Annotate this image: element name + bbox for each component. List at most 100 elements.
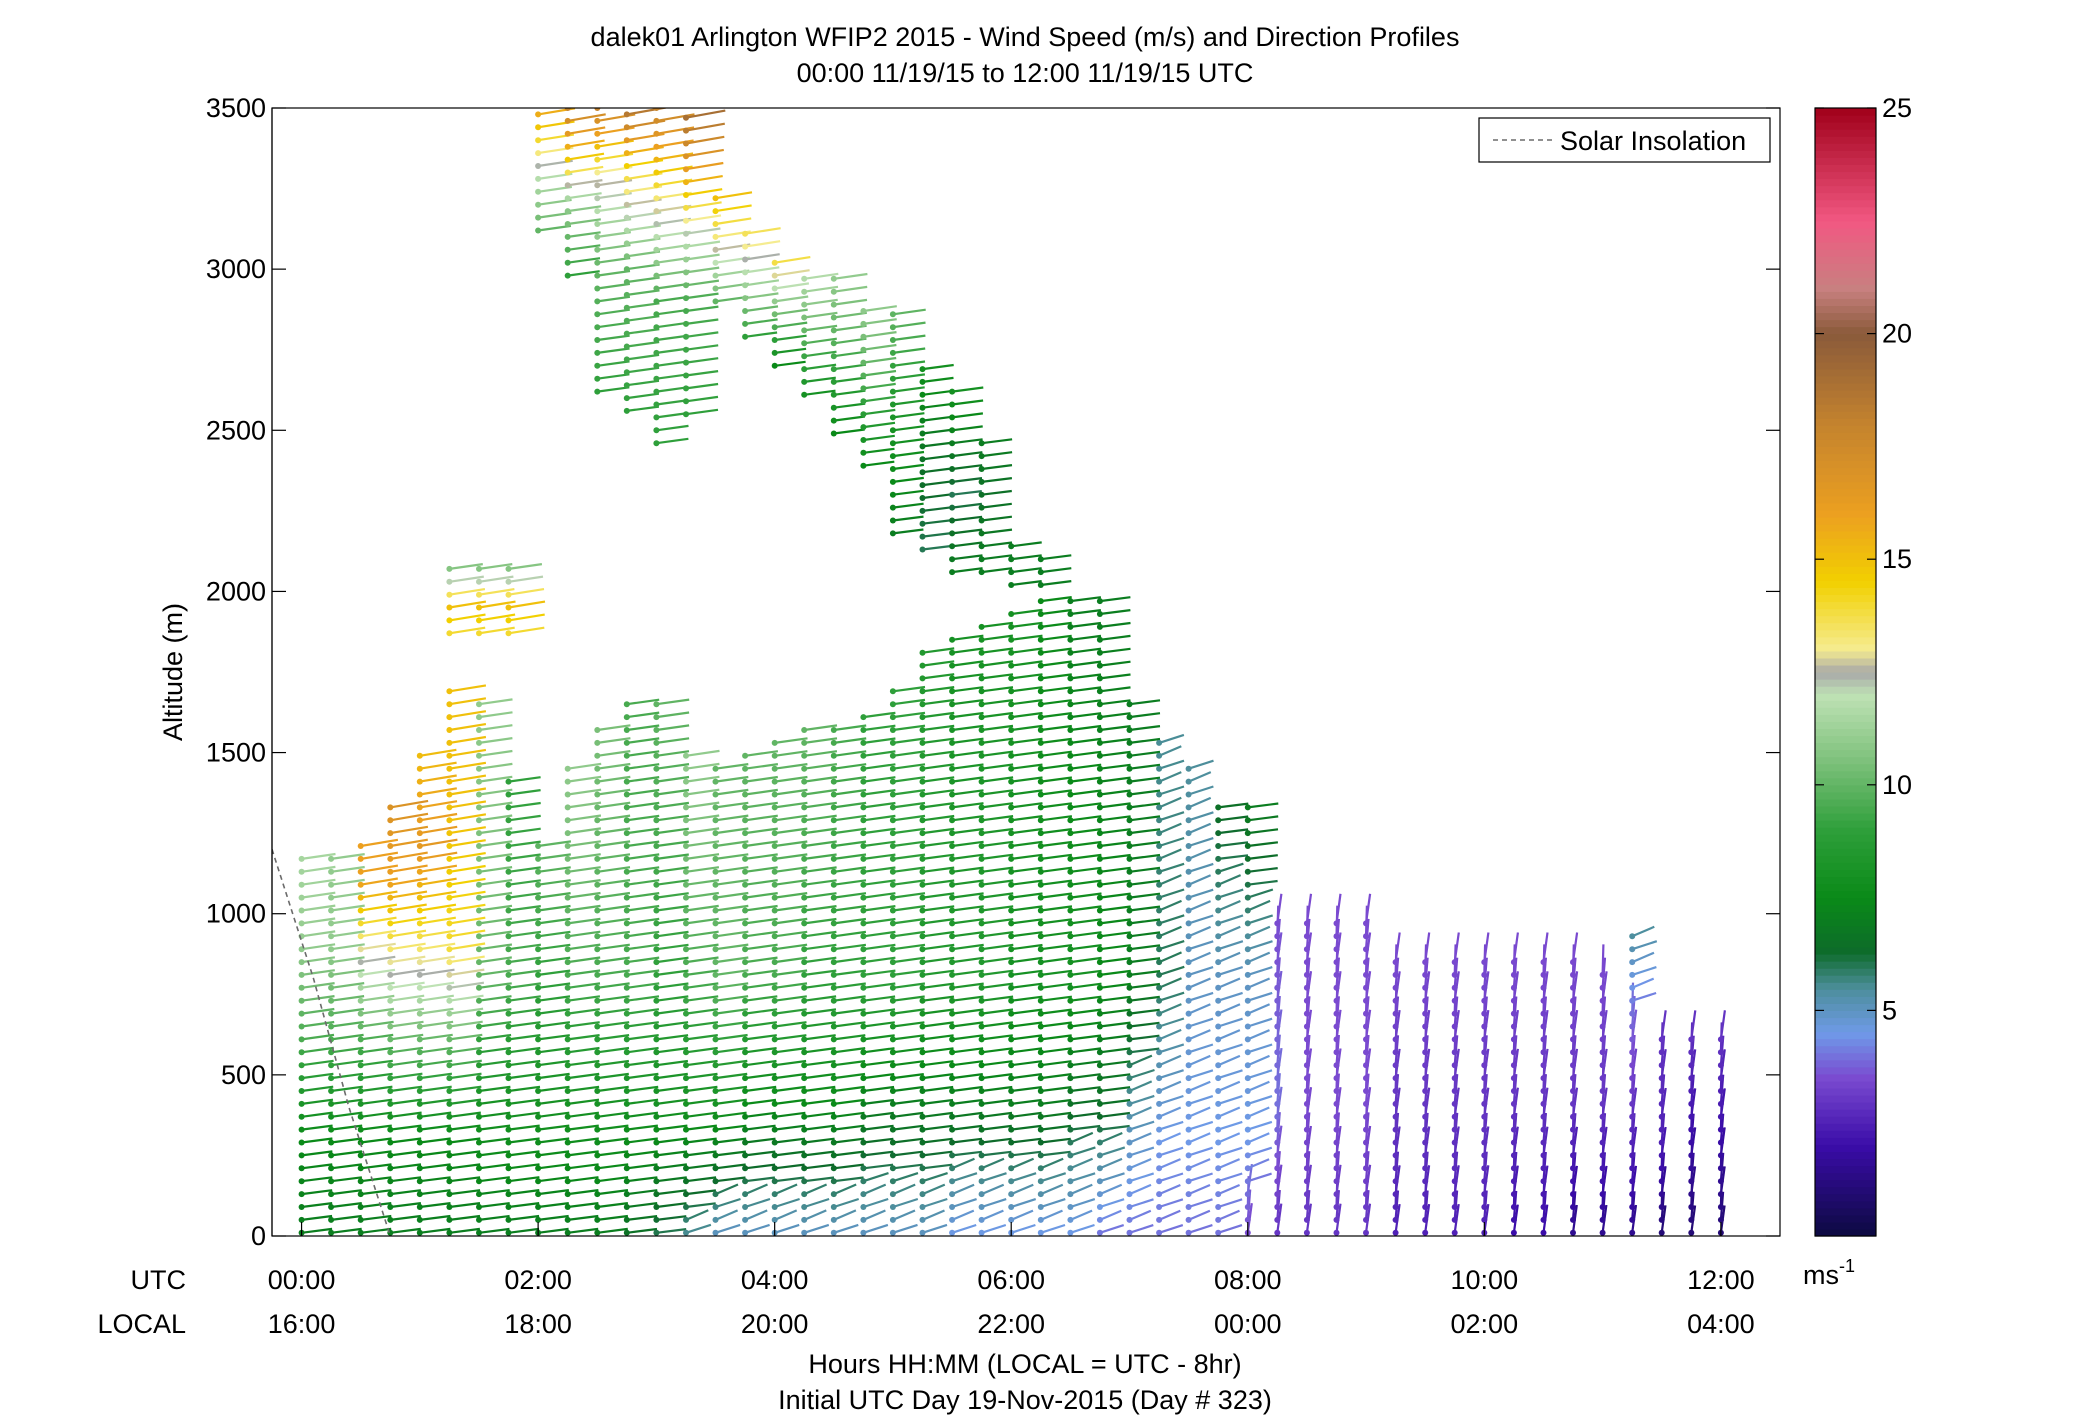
wind-barb-dot: [1333, 1126, 1340, 1133]
wind-barb-dot: [623, 1100, 630, 1107]
wind-barb-dot: [357, 1126, 364, 1133]
wind-barb: [446, 697, 487, 708]
wind-barb-shaft: [715, 956, 749, 964]
wind-barb-dot: [978, 868, 985, 875]
wind-barb: [505, 801, 541, 811]
wind-barb-shaft: [774, 853, 808, 860]
wind-barb-dot: [1570, 1139, 1576, 1146]
wind-barb-dot: [830, 1216, 837, 1223]
wind-barb-dot: [742, 830, 749, 837]
wind-barb-dot: [594, 959, 601, 966]
wind-barb-shaft: [508, 1202, 540, 1209]
wind-barb: [505, 789, 541, 798]
wind-barb-dot: [387, 997, 394, 1004]
wind-barb: [416, 1020, 454, 1030]
wind-barb-dot: [919, 959, 926, 966]
wind-barb-shaft: [478, 1059, 511, 1067]
wind-barb-dot: [978, 636, 985, 643]
wind-barb: [594, 724, 631, 733]
wind-barb-dot: [1303, 1229, 1310, 1236]
wind-barb: [801, 1021, 836, 1030]
wind-barb-shaft: [449, 1189, 481, 1196]
wind-barb-shaft: [685, 1223, 712, 1234]
wind-barb-shaft: [804, 969, 837, 976]
wind-barb: [328, 1072, 364, 1082]
wind-barb-dot: [1451, 1010, 1458, 1017]
wind-barb-dot: [1067, 1139, 1074, 1146]
wind-barb-dot: [712, 830, 719, 837]
wind-barb-dot: [1067, 791, 1074, 798]
wind-barb-shaft: [626, 814, 660, 822]
wind-barb: [564, 891, 601, 901]
wind-barb-shaft: [715, 1197, 741, 1209]
wind-barb-shaft: [833, 1197, 860, 1209]
wind-barb-shaft: [804, 1034, 836, 1041]
wind-barb-dot: [1333, 1075, 1340, 1082]
wind-barb-dot: [387, 1010, 394, 1017]
wind-barb-dot: [1156, 1229, 1163, 1236]
wind-barb: [594, 1034, 630, 1043]
wind-barb-dot: [1510, 997, 1517, 1004]
wind-barb-dot: [1096, 791, 1103, 798]
wind-barb: [653, 1111, 688, 1120]
wind-barb-dot: [742, 817, 749, 824]
wind-barb: [298, 865, 336, 875]
wind-barb-shaft: [360, 1059, 393, 1067]
wind-barb-dot: [1037, 1191, 1044, 1198]
wind-barb-dot: [1156, 881, 1163, 888]
wind-barb-dot: [653, 855, 660, 862]
wind-barb-dot: [1126, 1113, 1133, 1120]
wind-barb-dot: [416, 843, 423, 849]
wind-barb: [446, 723, 487, 733]
wind-barb-dot: [1185, 881, 1192, 888]
wind-barb-dot: [623, 894, 630, 901]
wind-barb-shaft: [597, 982, 630, 989]
wind-barb-shaft: [508, 995, 541, 1002]
wind-barb-dot: [505, 1139, 512, 1146]
wind-barb-dot: [712, 868, 719, 875]
wind-barb: [742, 879, 778, 888]
wind-barb-shaft: [804, 1163, 835, 1170]
wind-barb-dot: [446, 752, 453, 759]
wind-barb-dot: [978, 804, 985, 811]
wind-barb-dot: [1244, 959, 1251, 966]
wind-barb: [564, 866, 601, 875]
wind-barb-shaft: [656, 1034, 689, 1041]
wind-barb-dot: [771, 817, 778, 824]
wind-barb-dot: [623, 804, 630, 811]
wind-barb-dot: [1451, 1088, 1458, 1094]
wind-barb-shaft: [449, 800, 487, 809]
wind-barb-dot: [978, 843, 985, 849]
wind-barb-shaft: [626, 866, 660, 873]
wind-barb-dot: [712, 791, 719, 798]
wind-barb-shaft: [330, 943, 365, 951]
wind-barb: [564, 982, 601, 991]
wind-barb-dot: [1156, 907, 1163, 914]
wind-barb-dot: [446, 1204, 453, 1210]
wind-barb-dot: [1717, 1165, 1724, 1172]
wind-barb-dot: [357, 1036, 364, 1043]
wind-barb-dot: [949, 1152, 956, 1159]
wind-barb: [801, 866, 837, 875]
wind-barb-shaft: [656, 1215, 687, 1221]
wind-barb-dot: [949, 946, 956, 953]
wind-barb-shaft: [685, 904, 719, 912]
wind-barb-shaft: [715, 1008, 749, 1015]
wind-barb-dot: [860, 1088, 867, 1094]
wind-barb: [742, 788, 778, 798]
wind-barb-shaft: [744, 1209, 768, 1221]
wind-barb-dot: [1274, 1113, 1281, 1120]
wind-barb-dot: [830, 843, 837, 849]
wind-barb-dot: [889, 739, 896, 746]
wind-barb: [653, 801, 690, 811]
wind-barb: [505, 982, 542, 991]
wind-barb-dot: [1570, 1178, 1576, 1185]
wind-barb-dot: [387, 1178, 394, 1185]
wind-barb: [328, 1150, 363, 1159]
wind-barb-dot: [1008, 675, 1015, 682]
wind-barb: [742, 853, 778, 862]
wind-barb-dot: [476, 1100, 482, 1107]
wind-barb-dot: [949, 636, 956, 643]
wind-barb-shaft: [804, 840, 837, 848]
wind-barb-shaft: [537, 943, 571, 951]
